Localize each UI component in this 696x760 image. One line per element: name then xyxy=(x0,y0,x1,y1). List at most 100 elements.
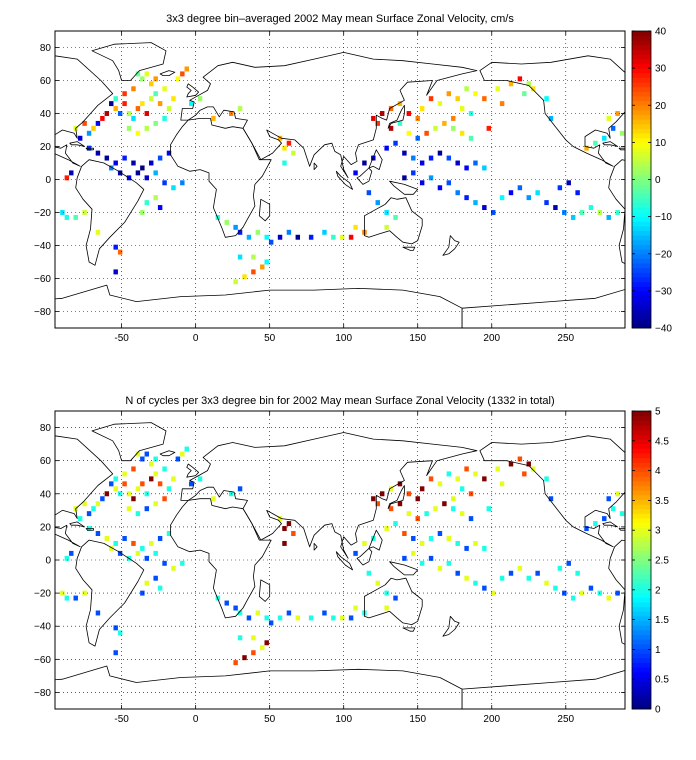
data-cell xyxy=(535,570,540,576)
data-cell xyxy=(451,496,456,502)
data-cell xyxy=(117,491,123,497)
data-cell xyxy=(588,205,594,211)
coastline xyxy=(602,141,618,147)
data-cell xyxy=(517,565,523,571)
data-cell xyxy=(122,155,127,161)
data-cell xyxy=(562,590,567,596)
data-cell xyxy=(237,229,243,235)
data-cell xyxy=(353,224,358,230)
data-cell xyxy=(610,506,616,512)
data-cell xyxy=(482,545,487,551)
data-cell xyxy=(122,471,127,477)
colorbar-segment xyxy=(632,193,651,199)
colorbar-segment xyxy=(632,643,651,649)
colorbar-segment xyxy=(632,290,651,297)
data-cell xyxy=(144,451,150,457)
data-cell xyxy=(473,580,478,586)
data-cell xyxy=(144,111,150,116)
coastline xyxy=(55,435,114,548)
data-cell xyxy=(277,234,283,240)
data-cell xyxy=(464,165,469,171)
data-cell xyxy=(153,456,158,462)
data-cell xyxy=(530,466,536,472)
colorbar-segment xyxy=(632,578,651,584)
colorbar-tick-label: 30 xyxy=(655,64,667,75)
data-cell xyxy=(255,610,261,616)
colorbar-tick-label: 40 xyxy=(655,27,667,38)
data-cell xyxy=(428,96,434,102)
data-cell xyxy=(126,111,132,116)
data-cell xyxy=(140,210,145,215)
colorbar-segment xyxy=(632,611,651,617)
data-cell xyxy=(157,585,163,591)
colorbar-segment xyxy=(632,253,651,259)
data-cell xyxy=(77,135,83,141)
data-cell xyxy=(282,540,287,546)
data-cell xyxy=(451,115,456,121)
colorbar-segment xyxy=(632,295,651,301)
data-cell xyxy=(437,185,443,191)
colorbar-segment xyxy=(632,443,651,449)
data-cell xyxy=(530,86,536,92)
data-cell xyxy=(282,526,287,532)
colorbar-tick-label: 0 xyxy=(655,175,661,186)
data-cell xyxy=(455,160,460,166)
data-cell xyxy=(153,501,158,507)
data-cell xyxy=(166,531,172,536)
data-cell xyxy=(282,160,287,166)
coastline xyxy=(602,521,618,528)
colorbar-segment xyxy=(632,639,651,645)
coastline-outline xyxy=(55,422,625,709)
data-cell xyxy=(286,140,292,146)
coastline xyxy=(442,235,460,256)
data-cell xyxy=(455,540,460,546)
data-cell xyxy=(157,481,163,487)
data-cell xyxy=(384,605,389,611)
data-cell xyxy=(353,605,358,611)
colorbar-segment xyxy=(632,72,651,78)
colorbar-tick-label: 4.5 xyxy=(655,436,669,447)
colorbar-segment xyxy=(632,448,651,454)
colorbar-segment xyxy=(632,207,651,213)
colorbar-segment xyxy=(632,452,651,459)
data-cell xyxy=(508,190,514,196)
data-cell xyxy=(557,565,563,571)
data-cell xyxy=(455,96,460,102)
data-cell xyxy=(553,205,558,211)
data-cell xyxy=(602,516,607,522)
data-cell xyxy=(122,481,127,487)
data-cell xyxy=(233,224,238,230)
data-cell xyxy=(73,595,78,601)
data-cell xyxy=(135,451,141,457)
colorbar-segment xyxy=(632,179,651,185)
cycle-count-panel: N of cycles per 3x3 degree bin for 2002 … xyxy=(34,395,669,725)
colorbar-segment xyxy=(632,318,651,324)
colorbar-segment xyxy=(632,653,651,659)
colorbar-segment xyxy=(632,424,651,431)
colorbar-segment xyxy=(632,587,651,594)
data-cell xyxy=(113,476,118,482)
data-cell xyxy=(473,540,478,546)
colorbar-segment xyxy=(632,54,651,60)
data-cell xyxy=(482,476,487,482)
x-tick-label: 200 xyxy=(483,333,500,344)
data-cell xyxy=(584,145,589,151)
data-cell xyxy=(419,486,425,492)
data-cell xyxy=(388,106,394,112)
data-cell xyxy=(526,195,531,201)
x-tick-label: 50 xyxy=(264,714,276,725)
data-cell xyxy=(499,101,505,107)
data-cell xyxy=(73,214,78,220)
y-tick-label: −20 xyxy=(34,589,51,600)
colorbar-segment xyxy=(632,211,651,218)
data-cell xyxy=(468,135,474,141)
y-tick-label: −60 xyxy=(34,274,51,285)
data-cell xyxy=(140,545,145,551)
coastline xyxy=(608,159,625,265)
data-cell xyxy=(535,190,540,196)
data-cell xyxy=(437,481,443,487)
data-cell xyxy=(375,501,380,507)
data-cell xyxy=(286,610,292,616)
data-cell xyxy=(77,516,83,522)
data-cell xyxy=(397,501,403,507)
